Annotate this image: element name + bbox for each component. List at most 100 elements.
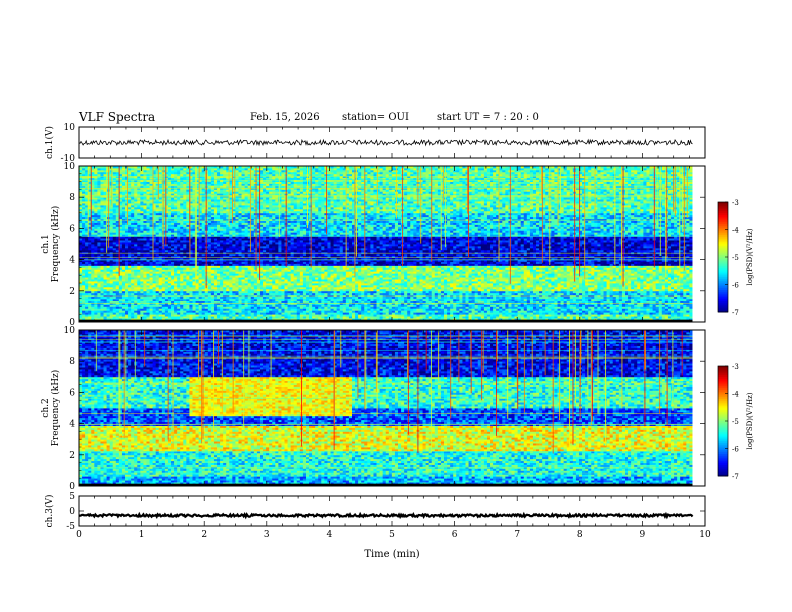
spectrogram-cell [91,247,95,251]
spectrogram-cell [192,167,196,171]
spectrogram-cell [125,189,129,192]
spectrogram-cell [155,224,160,227]
spectrogram-cell [152,277,157,280]
spectrogram-cell [82,167,86,171]
spectrogram-cell [177,316,181,319]
spectrogram-cell [131,206,135,210]
spectrogram-cell [152,308,157,311]
spectrogram-cell [128,312,132,315]
spectrogram-cell [174,265,178,268]
spectrogram-cell [121,259,126,262]
spectrogram-cell [112,191,117,194]
spectrogram-cell [192,283,196,286]
spectrogram-cell [118,177,123,181]
spectrogram-cell [106,286,111,290]
spectrogram-cell [82,312,86,315]
spectrogram-cell [149,316,154,319]
spectrogram-cell [177,298,181,301]
spectrogram-cell [180,310,184,313]
spectrogram-cell [88,210,92,214]
spectrogram-cell [198,234,203,237]
spectrogram-cell [149,189,154,192]
spectrogram-cell [140,234,144,237]
spectrogram-cell [174,277,178,280]
spectrogram-cell [198,173,203,177]
spectrogram-cell [131,265,135,268]
spectrogram-cell [79,271,83,274]
spectrogram-cell [103,277,108,280]
spectrogram-cell [128,210,132,214]
spectrogram-cell [100,189,104,192]
spectrogram-cell [174,220,178,223]
spectrogram-cell [91,228,95,231]
spectrogram-cell [137,171,141,175]
spectrogram-cell [131,288,135,292]
spectrogram-cell [121,273,126,276]
spectrogram-cell [91,253,95,257]
spectrogram-cell [106,296,111,299]
spectrogram-cell [146,197,150,200]
spectrogram-cell [167,292,172,296]
spectrogram-cell [171,312,175,315]
spectrogram-cell [82,179,86,182]
spectrogram-cell [137,193,141,196]
spectrogram-cell [85,257,89,260]
spectrogram-cell [152,212,157,216]
spectrogram-cell [164,175,169,179]
spectrogram-cell [140,298,144,301]
spectrogram-cell [143,169,147,173]
spectrogram-cell [164,271,169,274]
spectrogram-cell [158,286,163,290]
spectrogram-cell [146,318,150,321]
spectrogram-cell [109,208,114,212]
spectrogram-cell [118,210,123,214]
spectrogram-cell [152,286,157,290]
spectrogram-cell [82,245,86,249]
spectrogram-cell [198,277,203,280]
spectrogram-cell [198,281,203,284]
spectrogram-cell [180,283,184,286]
spectrogram-cell [171,310,175,313]
spectrogram-cell [177,273,181,276]
spectrogram-cell [143,226,147,229]
spectrogram-cell [140,271,144,274]
spectrogram-cell [174,203,178,206]
spectrogram-cell [121,210,126,214]
spectrogram-cell [106,279,111,282]
spectrogram-cell [167,175,172,179]
spectrogram-cell [183,273,187,276]
spectrogram-cell [186,208,190,212]
spectrogram-cell [94,314,98,317]
spectrogram-cell [152,222,157,225]
spectrogram-cell [121,271,126,274]
spectrogram-cell [100,175,104,179]
spectrogram-cell [155,206,160,210]
spectrogram-cell [97,261,101,264]
spectrogram-cell [82,228,86,231]
spectrogram-cell [125,216,129,220]
spectrogram-cell [103,203,108,206]
spectrogram-cell [131,212,135,216]
spectrogram-cell [131,255,135,259]
spectrogram-cell [177,224,181,227]
spectrogram-cell [171,206,175,210]
spectrogram-cell [174,228,178,231]
spectrogram-cell [109,296,114,299]
spectrogram-cell [103,244,108,247]
spectrogram-cell [100,286,104,290]
spectrogram-cell [198,236,203,239]
spectrogram-cell [164,208,169,212]
spectrogram-cell [134,197,138,200]
spectrogram-cell [198,292,203,296]
spectrogram-cell [131,316,135,319]
spectrogram-cell [183,210,187,214]
spectrogram-cell [97,308,101,311]
spectrogram-cell [177,232,181,235]
spectrogram-cell [198,208,203,212]
spectrogram-cell [106,271,111,274]
spectrogram-cell [103,318,108,321]
spectrogram-cell [158,222,163,225]
spectrogram-cell [140,300,144,303]
spectrogram-cell [201,259,206,262]
spectrogram-cell [128,189,132,192]
